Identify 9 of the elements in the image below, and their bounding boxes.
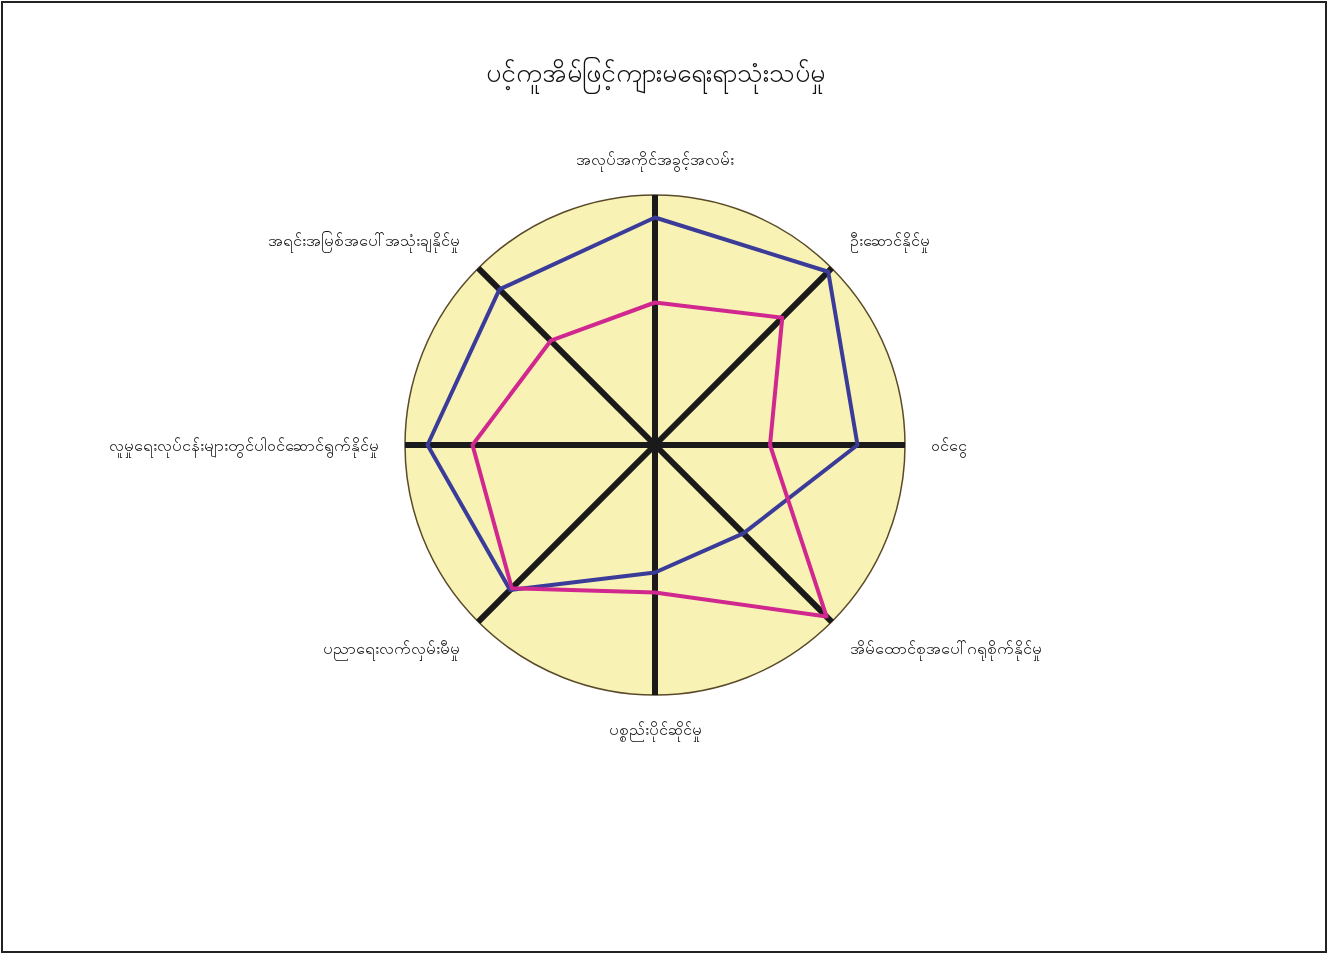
spoke-label: လူမှုရေးလုပ်ငန်းများတွင်ပါဝင်ဆောင်ရွက်နိုင်မှု [109, 436, 379, 458]
spoke-label: အလုပ်အကိုင်အခွင့်အလမ်း [576, 150, 734, 172]
chart-title: ပင့်ကူအိမ်ဖြင့်ကျားမရေးရာသုံးသပ်မှု [485, 56, 825, 94]
spoke-label: အရင်းအမြစ်အပေါ်အသုံးချနိုင်မှု [267, 230, 460, 253]
spoke-label: ဦးဆောင်နိုင်မှု [850, 230, 931, 253]
spoke-label: ဝင်ငွေ [931, 436, 967, 458]
spoke-label: ပညာရေးလက်လှမ်းမီမှု [322, 639, 460, 662]
spoke-label: ပစ္စည်းပိုင်ဆိုင်မှု [608, 720, 702, 742]
spoke-label: အိမ်ထောင်စုအပေါ်ဂရုစိုက်နိုင်မှု [850, 639, 1043, 662]
